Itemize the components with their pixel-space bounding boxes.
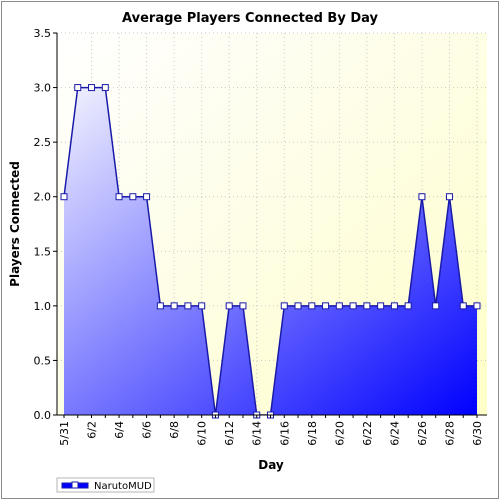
data-point — [294, 302, 302, 310]
chart-title: Average Players Connected By Day — [122, 11, 378, 26]
data-point — [239, 302, 247, 310]
data-point — [404, 302, 412, 310]
data-point — [280, 302, 288, 310]
data-point — [377, 302, 385, 310]
data-point — [129, 193, 137, 201]
data-point — [74, 84, 82, 92]
y-tick-label: 1.0 — [34, 300, 52, 313]
y-tick-label: 2.5 — [34, 136, 52, 149]
data-point — [143, 193, 151, 201]
data-point — [349, 302, 357, 310]
x-tick-label: 6/28 — [443, 421, 456, 446]
data-point — [459, 302, 467, 310]
data-point — [225, 302, 233, 310]
data-point — [445, 193, 453, 201]
x-tick-label: 6/26 — [416, 421, 429, 446]
legend-marker — [71, 481, 79, 489]
x-tick-label: 6/6 — [141, 421, 154, 439]
x-tick-label: 6/4 — [113, 421, 126, 439]
data-point — [473, 302, 481, 310]
x-tick-label: 6/24 — [388, 421, 401, 446]
y-tick-label: 3.0 — [34, 82, 52, 95]
x-tick-label: 6/12 — [223, 421, 236, 446]
x-tick-label: 6/20 — [333, 421, 346, 446]
x-tick-label: 5/31 — [58, 421, 71, 446]
x-tick-label: 6/10 — [196, 421, 209, 446]
data-point — [363, 302, 371, 310]
legend: NarutoMUD — [56, 477, 155, 493]
data-point — [335, 302, 343, 310]
x-tick-label: 6/30 — [471, 421, 484, 446]
legend-label: NarutoMUD — [94, 481, 152, 492]
data-point — [184, 302, 192, 310]
data-point — [60, 193, 68, 201]
y-axis-label: Players Connected — [8, 161, 22, 287]
y-tick-label: 1.5 — [34, 245, 52, 258]
data-point — [390, 302, 398, 310]
y-tick-label: 2.0 — [34, 191, 52, 204]
data-point — [156, 302, 164, 310]
y-tick-label: 0.5 — [34, 354, 52, 367]
data-point — [101, 84, 109, 92]
y-tick-label: 3.5 — [34, 27, 52, 40]
data-point — [322, 302, 330, 310]
data-point — [418, 193, 426, 201]
data-point — [115, 193, 123, 201]
data-point — [170, 302, 178, 310]
y-tick-label: 0.0 — [34, 409, 52, 422]
x-axis-label: Day — [258, 458, 284, 472]
x-tick-label: 6/22 — [361, 421, 374, 446]
data-point — [88, 84, 96, 92]
x-tick-label: 6/16 — [278, 421, 291, 446]
x-tick-label: 6/8 — [168, 421, 181, 439]
x-tick-label: 6/2 — [86, 421, 99, 439]
data-point — [198, 302, 206, 310]
x-tick-label: 6/18 — [306, 421, 319, 446]
x-tick-label: 6/14 — [251, 421, 264, 446]
data-point — [432, 302, 440, 310]
data-point — [308, 302, 316, 310]
series-area-narutomud — [64, 87, 477, 415]
